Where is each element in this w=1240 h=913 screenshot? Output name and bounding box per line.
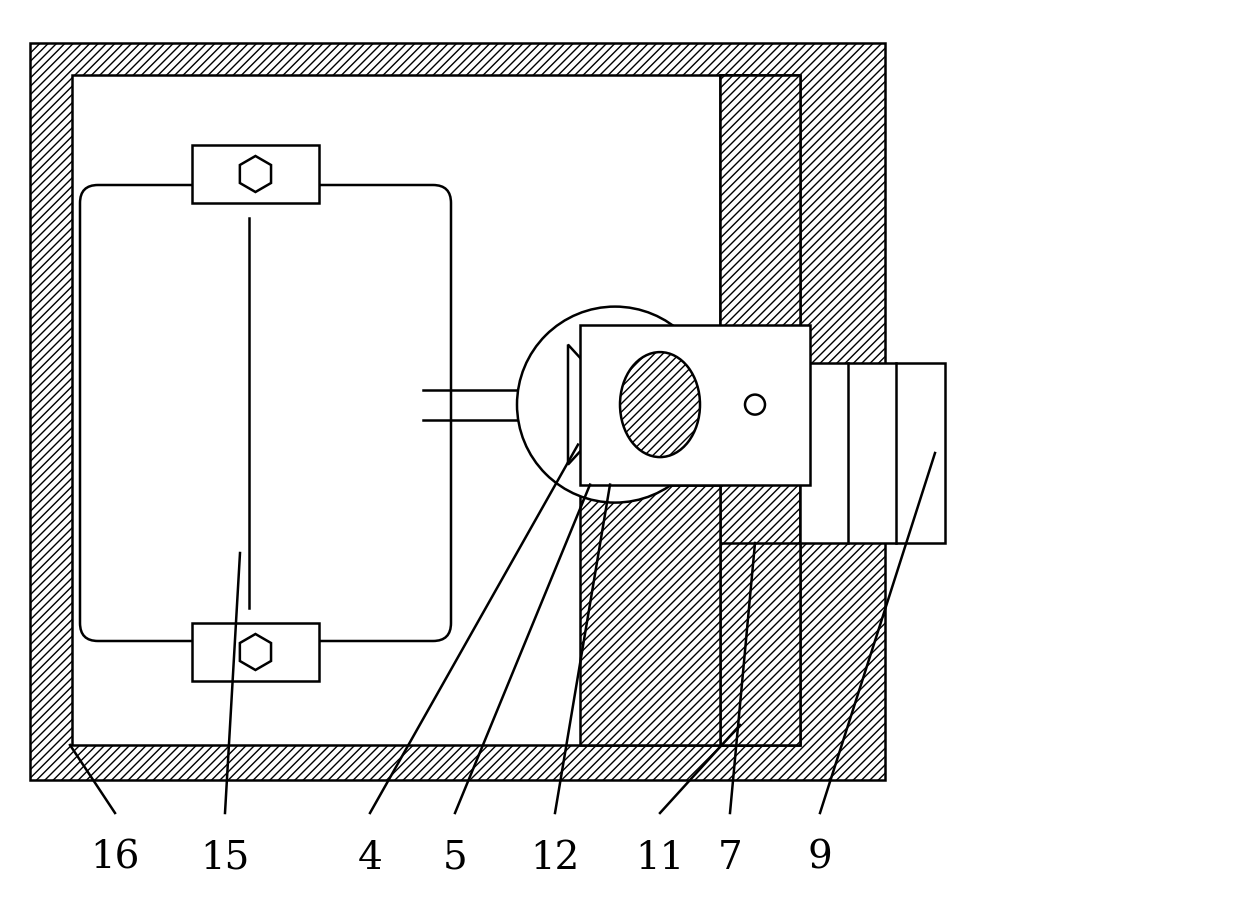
Bar [30,43,885,780]
Bar [192,145,319,203]
Bar [580,485,720,745]
Ellipse shape [620,352,701,457]
Text: 12: 12 [531,839,579,876]
Bar [30,43,885,780]
Bar [720,543,800,745]
Polygon shape [568,344,622,465]
Text: 4: 4 [357,839,382,876]
Bar [192,623,319,681]
Circle shape [517,307,713,502]
Text: 16: 16 [91,839,140,876]
Text: 11: 11 [635,839,684,876]
Circle shape [745,394,765,415]
Bar [720,75,800,363]
Bar [800,363,945,543]
Text: 9: 9 [807,839,832,876]
Bar [720,75,800,745]
FancyBboxPatch shape [81,185,451,641]
Bar [720,543,800,745]
Text: 7: 7 [718,839,743,876]
Bar [720,75,800,363]
Text: 15: 15 [201,839,249,876]
Bar [580,485,720,745]
Text: 5: 5 [443,839,467,876]
Bar [72,75,755,745]
Bar [720,75,800,745]
Bar [580,325,810,485]
